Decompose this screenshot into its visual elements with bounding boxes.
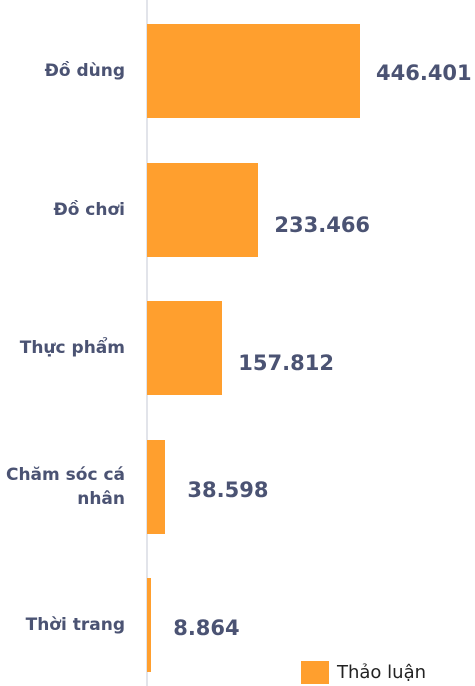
bar [147, 162, 259, 257]
value-label: 38.598 [187, 477, 269, 502]
category-label: Đồ chơi [53, 199, 125, 220]
category-label: Chăm sóc cá nhân [5, 464, 125, 509]
value-label: 446.401 [376, 61, 472, 85]
category-label: Thời trang [25, 615, 125, 635]
category-label: Thực phẩm [19, 338, 125, 358]
category-label: Đồ dùng [44, 61, 125, 81]
value-label: 233.466 [274, 212, 371, 237]
bar [147, 578, 152, 672]
bar [147, 24, 360, 118]
value-label: 8.864 [173, 616, 240, 640]
value-label: 157.812 [238, 351, 334, 375]
bar [147, 301, 223, 395]
legend-label: Thảo luận [337, 662, 427, 683]
legend-swatch [301, 661, 329, 684]
bar [147, 439, 166, 534]
